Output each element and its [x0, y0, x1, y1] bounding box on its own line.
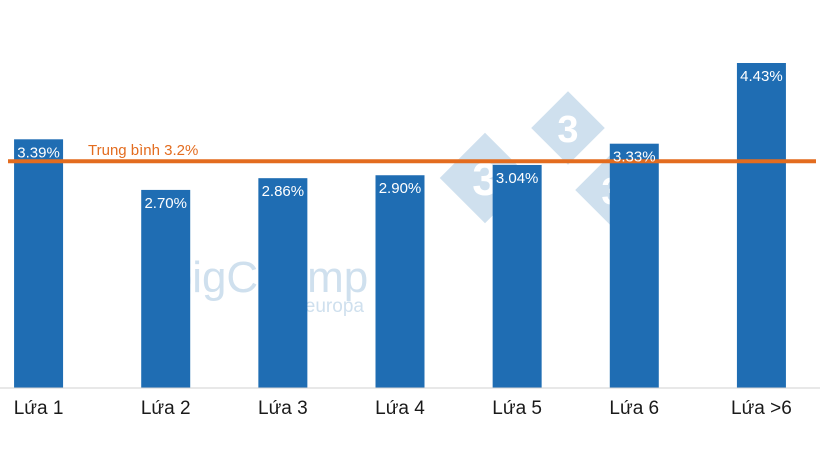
- bar-3: [258, 178, 308, 388]
- value-label-1: 3.39%: [17, 144, 60, 161]
- category-labels-group: Lứa 1 Lứa 2 Lứa 3 Lứa 4 Lứa 5 Lứa 6 Lứa >6: [14, 398, 792, 419]
- value-label-2: 2.70%: [144, 195, 187, 212]
- value-label-5: 3.04%: [496, 170, 539, 187]
- value-label-3: 2.86%: [262, 183, 305, 200]
- value-labels-group: 3.39% 2.70% 2.86% 2.90% 3.04% 3.33% 4.43%: [17, 68, 782, 212]
- bar-1: [14, 139, 64, 388]
- bar-2: [141, 189, 191, 388]
- category-label-5: Lứa 5: [492, 398, 542, 419]
- bar-6: [609, 143, 659, 388]
- category-label-1: Lứa 1: [14, 398, 64, 419]
- value-label-7: 4.43%: [740, 68, 783, 85]
- bar-4: [375, 175, 425, 388]
- bar-7: [736, 63, 786, 388]
- category-label-3: Lứa 3: [258, 398, 308, 419]
- value-label-6: 3.33%: [613, 149, 656, 166]
- category-label-7: Lứa >6: [731, 398, 792, 419]
- value-label-4: 2.90%: [379, 180, 422, 197]
- average-line-label: Trung bình 3.2%: [88, 142, 198, 159]
- watermark-digit: 3: [557, 109, 578, 151]
- category-label-4: Lứa 4: [375, 398, 425, 419]
- category-label-6: Lứa 6: [609, 398, 659, 419]
- bar-5: [492, 164, 542, 388]
- bars-group: [14, 63, 786, 388]
- category-label-2: Lứa 2: [141, 398, 191, 419]
